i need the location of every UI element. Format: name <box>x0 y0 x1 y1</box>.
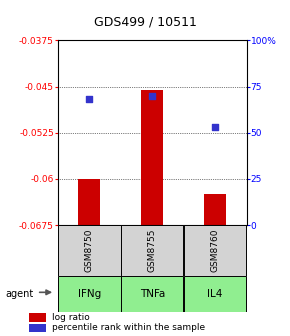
Text: log ratio: log ratio <box>52 313 90 322</box>
Bar <box>121 276 183 312</box>
Text: GDS499 / 10511: GDS499 / 10511 <box>94 15 196 28</box>
Bar <box>58 225 121 276</box>
Text: percentile rank within the sample: percentile rank within the sample <box>52 323 205 332</box>
Text: GSM8760: GSM8760 <box>211 228 220 272</box>
Bar <box>58 276 121 312</box>
Bar <box>29 324 46 332</box>
Point <box>150 93 155 98</box>
Bar <box>29 313 46 322</box>
Bar <box>204 194 226 225</box>
Text: GSM8750: GSM8750 <box>85 228 94 272</box>
Bar <box>184 276 246 312</box>
Bar <box>121 225 183 276</box>
Text: agent: agent <box>6 289 34 299</box>
Bar <box>141 90 163 225</box>
Bar <box>78 179 100 225</box>
Point <box>87 97 92 102</box>
Text: IFNg: IFNg <box>78 289 101 299</box>
Text: IL4: IL4 <box>207 289 223 299</box>
Bar <box>184 225 246 276</box>
Point <box>213 124 218 130</box>
Text: GSM8755: GSM8755 <box>148 228 157 272</box>
Text: TNFa: TNFa <box>139 289 165 299</box>
